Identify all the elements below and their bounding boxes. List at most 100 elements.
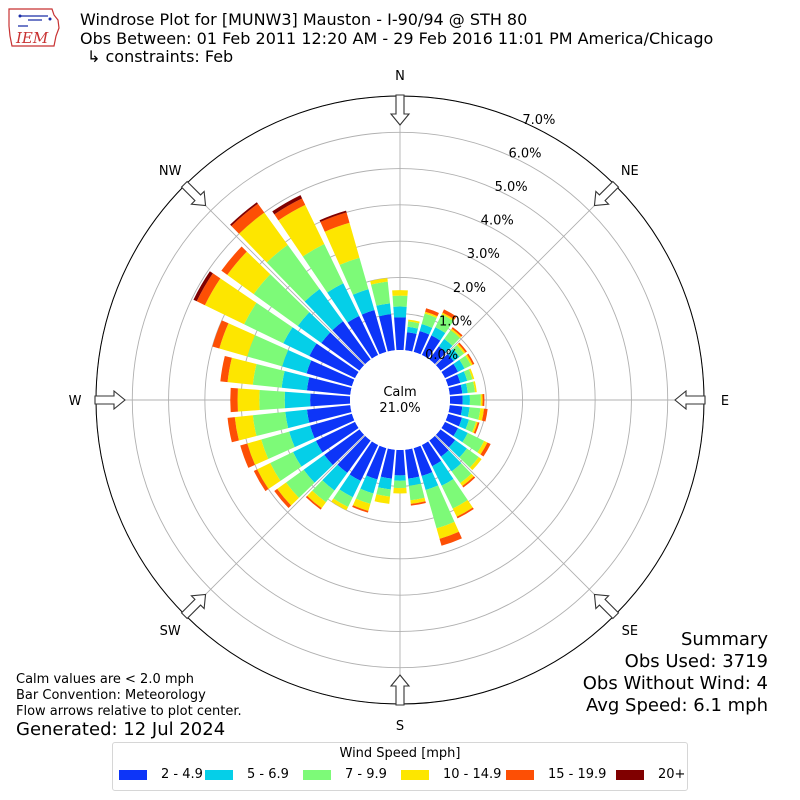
windrose-bar-segment [352, 289, 375, 315]
windrose-bar-segment [274, 198, 306, 221]
windrose-bar-segment [421, 313, 437, 328]
windrose-bar-segment [230, 202, 258, 226]
windrose-bar-segment [252, 411, 289, 437]
windrose-bar-segment [221, 246, 247, 275]
windrose-bar-segment [435, 353, 454, 371]
windrose-bar-segment [259, 389, 285, 411]
windrose-bar-segment [392, 290, 408, 296]
radial-tick-label: 2.0% [453, 281, 486, 296]
windrose-bar-segment [460, 473, 474, 487]
windrose-bar-segment [480, 442, 491, 457]
windrose-bar-segment [482, 393, 485, 407]
windrose-bar-segment [283, 327, 317, 356]
direction-label-w: W [69, 394, 82, 409]
windrose-bar-segment [425, 485, 455, 529]
windrose-bar-segment [378, 476, 392, 490]
windrose-bar-segment [421, 472, 439, 490]
windrose-bar-segment [408, 483, 425, 501]
windrose-bar-segment [451, 327, 463, 337]
windrose-bar-segment [227, 417, 239, 443]
windrose-bar-segment [448, 405, 463, 416]
legend-swatch [205, 770, 233, 780]
windrose-bar-segment [244, 302, 293, 344]
windrose-bar-segment [285, 409, 310, 429]
windrose-bar-segment [405, 332, 417, 352]
windrose-bar-segment [204, 278, 257, 325]
windrose-bar-segment [465, 419, 477, 433]
windrose-bar-segment [302, 244, 344, 293]
arrow-icon [389, 674, 411, 706]
windrose-bar-segment [371, 281, 391, 306]
windrose-bar-segment [284, 391, 311, 409]
windrose-bar-segment [306, 405, 352, 423]
direction-arrow-se [593, 593, 620, 620]
windrose-bar-segment [410, 497, 426, 504]
windrose-bar-segment [297, 312, 331, 344]
windrose-bar-segment [324, 429, 365, 466]
summary-obs-used: Obs Used: 3719 [624, 651, 768, 672]
direction-label-s: S [396, 719, 404, 734]
legend-swatch [401, 770, 429, 780]
windrose-bar-segment [277, 482, 299, 506]
arrow-icon [389, 94, 411, 126]
windrose-bar-segment [421, 335, 441, 359]
direction-arrow-ne [593, 180, 620, 207]
windrose-bar-segment [370, 278, 388, 285]
windrose-bar-segment [339, 257, 369, 295]
legend-label: 15 - 19.9 [548, 767, 607, 782]
windrose-bar-segment [441, 363, 459, 379]
arrow-icon [593, 180, 620, 207]
legend-swatch [616, 770, 644, 780]
logo-text: IEM [15, 29, 49, 47]
windrose-bar-segment [227, 251, 271, 295]
radial-tick-label: 5.0% [495, 180, 528, 195]
windrose-bar-segment [274, 488, 292, 509]
windrose-bar-segment [441, 478, 468, 509]
windrose-bar-segment [376, 487, 391, 497]
windrose-bars [193, 195, 491, 546]
windrose-bar-segment [355, 488, 374, 504]
generated-date: Generated: 12 Jul 2024 [16, 719, 226, 740]
note-bar-convention: Bar Convention: Meteorology [16, 688, 206, 703]
windrose-bar-segment [394, 475, 406, 481]
iem-logo: IEM [8, 8, 60, 47]
arrow-icon [180, 180, 207, 207]
windrose-bar-segment [253, 274, 310, 326]
windrose-bar-segment [289, 425, 315, 448]
windrose-bar-segment [361, 310, 387, 355]
windrose-bar-segment [293, 440, 323, 467]
windrose-bar-segment [307, 490, 326, 509]
windrose-bar-segment [413, 445, 433, 477]
windrose-bar-segment [458, 417, 470, 430]
windrose-bar-segment [441, 312, 455, 322]
windrose-bar-segment [234, 415, 257, 441]
direction-arrow-s [389, 674, 411, 706]
windrose-bar-segment [481, 408, 488, 422]
windrose-bar-segment [413, 330, 430, 355]
windrose-bar-segment [247, 335, 289, 367]
direction-arrow-n [389, 94, 411, 126]
windrose-bar-segment [237, 388, 260, 412]
direction-label-se: SE [622, 624, 638, 639]
arrow-icon [94, 389, 126, 411]
windrose-bar-segment [339, 474, 361, 498]
windrose-bar-segment [458, 342, 467, 353]
windrose-bar-segment [333, 489, 353, 507]
note-calm: Calm values are < 2.0 mph [16, 672, 195, 687]
legend-title: Wind Speed [mph] [339, 746, 461, 761]
windrose-bar-segment [463, 369, 473, 381]
windrose-bar-segment [462, 394, 470, 406]
windrose-bar-segment [227, 357, 257, 385]
direction-label-ne: NE [621, 164, 639, 179]
windrose-bar-segment [456, 343, 466, 354]
legend-label: 10 - 14.9 [443, 767, 502, 782]
windrose-bar-segment [252, 363, 285, 388]
windrose-bar-segment [332, 321, 371, 365]
windrose-bar-segment [450, 328, 462, 339]
legend-label: 20+ [658, 767, 686, 782]
windrose-bar-segment [321, 332, 365, 371]
windrose-bar-segment [309, 343, 359, 379]
windrose-bar-segment [261, 431, 295, 459]
